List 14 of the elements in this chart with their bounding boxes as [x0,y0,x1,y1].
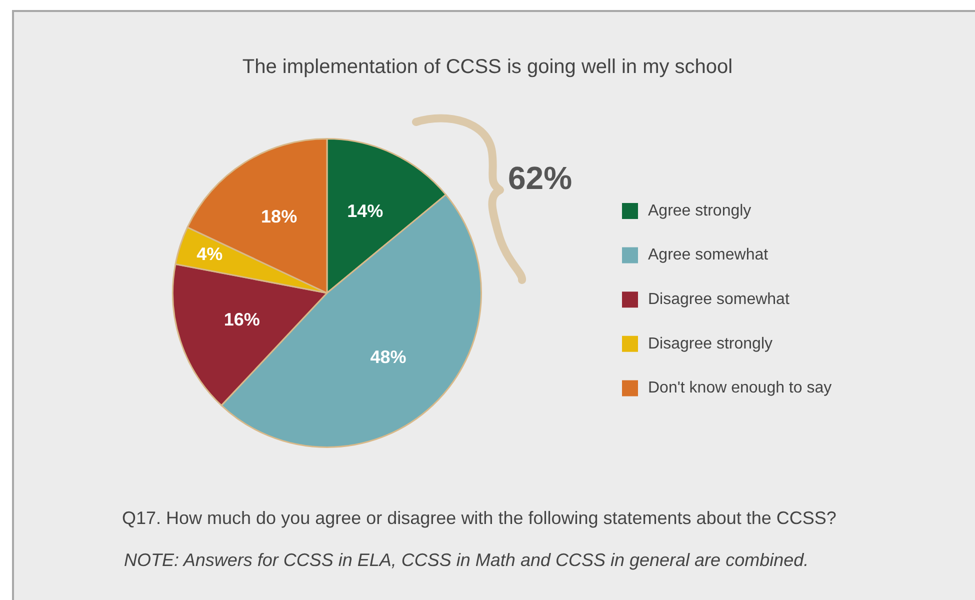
legend-label: Disagree strongly [648,335,772,352]
data-label: 16% [224,310,260,330]
data-label: 18% [261,206,298,226]
legend-label: Agree strongly [648,202,752,220]
text: Q17. How much do you agree or disagree with the following statements about the CCSS? [122,508,836,529]
data-label: 4% [196,244,223,264]
chart-title: The implementation of CCSS is going well in my school [241,56,734,79]
legend-label: Agree somewhat [648,246,769,264]
text: NOTE: Answers for CCSS in ELA, CCSS in Math and CCSS in general are combined. [124,550,809,571]
data-label: 48% [370,347,406,368]
text: 62% [508,160,572,197]
legend-label: Disagree somewhat [648,291,790,308]
legend-label: Don't know enough to say [648,380,832,397]
data-label: 14% [347,201,384,222]
